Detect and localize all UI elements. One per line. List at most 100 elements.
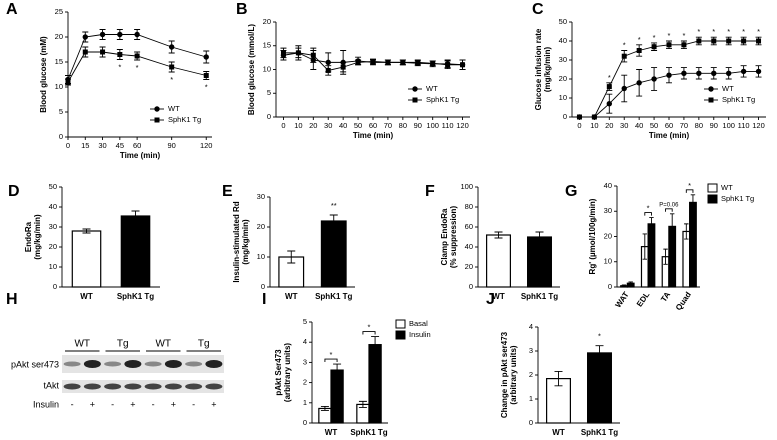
marker xyxy=(295,50,301,56)
treatment-sign: + xyxy=(171,399,176,409)
x-tick-label: 110 xyxy=(738,121,750,130)
band xyxy=(83,360,101,368)
legend-swatch xyxy=(395,319,406,329)
x-tick-label: WT xyxy=(285,292,298,301)
legend-label: WT xyxy=(168,104,180,113)
y-tick-label: 30 xyxy=(257,192,265,201)
bar xyxy=(120,215,151,288)
error-bar xyxy=(333,363,342,377)
x-tick-label: SphK1 Tg xyxy=(315,292,352,301)
marker xyxy=(325,67,331,73)
y-tick-label: 40 xyxy=(465,242,473,251)
legend-label: SphK1 Tg xyxy=(168,115,201,124)
blot-pakt xyxy=(62,355,224,373)
band xyxy=(63,361,81,367)
bar xyxy=(330,369,344,424)
x-tick-label: 30 xyxy=(324,121,332,130)
y-axis-label: pAkt Ser473 xyxy=(274,349,283,396)
y-tick-label: 15 xyxy=(55,57,63,66)
marker xyxy=(621,85,627,92)
annotation: * xyxy=(623,40,626,49)
y-tick-label: 20 xyxy=(604,231,612,240)
y-axis-label: (% suppression) xyxy=(449,206,458,269)
y-tick-label: 20 xyxy=(263,17,271,26)
legend-swatch xyxy=(707,194,718,204)
x-tick-label: 90 xyxy=(414,121,422,130)
marker xyxy=(636,80,642,86)
legend-label: WT xyxy=(722,84,734,93)
marker xyxy=(203,54,209,60)
legend-label: Insulin xyxy=(409,330,431,339)
error-bar xyxy=(663,248,668,265)
annotation: ** xyxy=(331,201,337,210)
bar xyxy=(486,234,511,288)
marker xyxy=(430,60,436,66)
marker xyxy=(340,64,346,70)
error-bar xyxy=(669,213,675,240)
marker xyxy=(711,38,717,44)
y-tick-label: 0 xyxy=(53,282,57,291)
y-tick-label: 4 xyxy=(303,337,307,346)
y-tick-label: 40 xyxy=(49,202,57,211)
y-axis-label: (mg/kg/min) xyxy=(33,214,42,260)
marker xyxy=(99,31,106,38)
legend-label: WT xyxy=(721,183,733,192)
legend-marker xyxy=(154,117,160,123)
y-tick-label: 10 xyxy=(257,252,265,261)
y-tick-label: 5 xyxy=(303,317,307,326)
panel-label: G xyxy=(565,183,577,200)
blot-takt xyxy=(62,380,224,393)
legend-marker xyxy=(708,86,714,92)
annotation: * xyxy=(170,75,173,84)
y-axis-label: (mg/kg/min) xyxy=(543,47,552,93)
y-tick-label: 0 xyxy=(563,112,567,121)
x-tick-label: 40 xyxy=(635,121,643,130)
y-axis-label: (arbitrary units) xyxy=(283,343,292,402)
row-label: tAkt xyxy=(43,380,59,390)
x-tick-label: 10 xyxy=(590,121,598,130)
y-tick-label: 20 xyxy=(55,32,63,41)
band xyxy=(164,383,182,390)
y-tick-label: 10 xyxy=(263,64,271,73)
y-tick-label: 1 xyxy=(303,398,307,407)
legend-label: WT xyxy=(426,84,438,93)
marker xyxy=(741,38,747,44)
y-tick-label: 10 xyxy=(559,93,567,102)
marker xyxy=(726,38,732,44)
error-bar xyxy=(494,231,503,239)
x-tick-label: 50 xyxy=(650,121,658,130)
y-tick-label: 40 xyxy=(559,36,567,45)
y-tick-label: 10 xyxy=(49,262,57,271)
y-tick-label: 50 xyxy=(49,182,57,191)
annotation: * xyxy=(757,27,760,36)
x-tick-label: TA xyxy=(659,290,672,304)
annotation: * xyxy=(688,181,691,190)
band xyxy=(83,383,101,390)
y-tick-label: 20 xyxy=(49,242,57,251)
band xyxy=(124,360,142,368)
x-tick-label: 80 xyxy=(399,121,407,130)
annotation: P=0.06 xyxy=(659,202,679,208)
panel-label: B xyxy=(236,1,248,18)
x-tick-label: WT xyxy=(325,428,338,437)
x-tick-label: 45 xyxy=(116,141,124,150)
error-bar xyxy=(320,405,329,411)
error-bar xyxy=(82,228,91,234)
treatment-sign: + xyxy=(90,399,95,409)
error-bar xyxy=(690,194,696,211)
annotation: * xyxy=(368,323,371,332)
band xyxy=(63,383,81,390)
y-axis-label: Change in pAkt ser473 xyxy=(500,331,509,418)
bar xyxy=(320,220,347,288)
annotation: * xyxy=(330,350,333,359)
y-tick-label: 0 xyxy=(529,418,533,427)
marker xyxy=(134,53,140,59)
x-tick-label: 70 xyxy=(384,121,392,130)
row-label: pAkt ser473 xyxy=(11,359,59,369)
marker xyxy=(591,114,597,120)
band xyxy=(205,383,223,390)
error-bar xyxy=(371,336,380,354)
y-axis-label: Rg' (µmol/100g/min) xyxy=(588,198,597,274)
y-tick-label: 0 xyxy=(59,132,63,141)
